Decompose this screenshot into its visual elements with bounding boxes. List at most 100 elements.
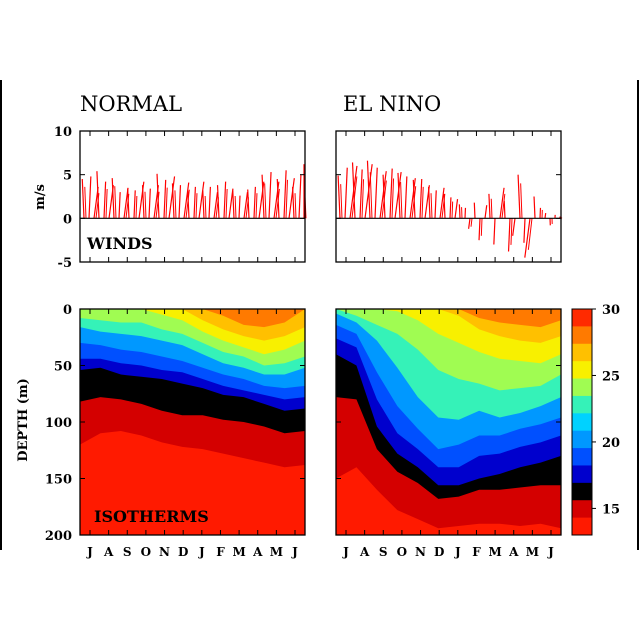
colorbar-segment — [572, 361, 592, 380]
wind-stick — [187, 190, 190, 219]
wind-stick — [400, 181, 403, 219]
wind-stick — [512, 218, 516, 236]
month-label: M — [526, 545, 539, 559]
wind-stick — [238, 195, 241, 219]
wind-stick — [283, 170, 287, 219]
wind-stick — [213, 192, 219, 219]
wind-stick — [484, 205, 488, 219]
wind-stick — [434, 190, 437, 219]
wind-stick — [359, 169, 363, 219]
wind-stick — [501, 193, 506, 219]
month-label: J — [86, 545, 93, 559]
month-label: A — [103, 545, 114, 559]
wind-stick — [276, 179, 280, 219]
colorbar-segment — [572, 395, 592, 414]
wind-stick — [527, 218, 533, 250]
colorbar-tick-label: 25 — [602, 369, 620, 384]
wind-stick — [114, 186, 117, 219]
month-label: F — [472, 545, 481, 559]
month-label: D — [178, 545, 188, 559]
wind-stick — [430, 193, 433, 219]
wind-stick — [490, 198, 493, 219]
wind-stick — [288, 178, 295, 219]
y-tick-label: -5 — [58, 256, 72, 271]
wind-stick — [81, 179, 85, 219]
wind-stick — [255, 193, 258, 219]
colorbar-segment — [572, 309, 592, 327]
wind-stick — [337, 175, 341, 219]
depth-tick-label: 50 — [54, 360, 72, 375]
wind-stick — [351, 162, 356, 219]
wind-panel-normal: 10 5 0 -5 — [54, 125, 307, 271]
wind-stick — [443, 193, 446, 219]
wind-stick — [510, 218, 513, 245]
colorbar-segment — [572, 500, 592, 519]
wind-stick — [366, 160, 371, 219]
wind-stick — [298, 174, 302, 219]
wind-stick — [198, 181, 205, 219]
wind-stick — [404, 176, 408, 219]
wind-stick — [156, 173, 160, 219]
colorbar-tick-label: 30 — [602, 303, 620, 318]
panel-title-normal: NORMAL — [80, 92, 182, 116]
wind-stick — [493, 218, 496, 245]
wind-stick — [178, 185, 182, 219]
wind-stick — [544, 213, 547, 219]
wind-stick — [468, 218, 471, 229]
wind-stick — [253, 186, 256, 219]
depth-y-axis-label: DEPTH (m) — [16, 378, 31, 462]
month-label: J — [342, 545, 349, 559]
colorbar-segment — [572, 517, 592, 536]
wind-stick — [294, 193, 297, 219]
wind-stick — [228, 188, 234, 219]
wind-stick — [391, 178, 395, 219]
wind-stick — [428, 186, 431, 219]
colorbar-segment — [572, 413, 592, 432]
wind-panel-frame — [79, 130, 306, 263]
wind-stick — [202, 190, 205, 219]
month-label: M — [270, 545, 283, 559]
wind-stick — [141, 185, 145, 219]
month-label: J — [291, 545, 298, 559]
depth-tick-label: 100 — [45, 416, 72, 431]
colorbar-frame — [571, 308, 593, 536]
wind-stick — [379, 171, 387, 219]
wind-stick — [118, 192, 121, 219]
wind-stick — [503, 200, 506, 219]
month-label: O — [397, 545, 407, 559]
wind-stick — [507, 218, 511, 252]
wind-stick — [261, 174, 265, 219]
winds-y-axis-label: m/s — [33, 184, 48, 210]
wind-stick — [488, 193, 491, 219]
wind-stick — [216, 185, 220, 219]
wind-stick — [111, 178, 115, 219]
month-label: J — [547, 545, 554, 559]
wind-stick — [148, 188, 151, 219]
wind-stick — [275, 188, 280, 219]
wind-stick — [412, 179, 416, 219]
wind-panel-frame — [335, 130, 562, 263]
wind-stick — [454, 199, 459, 219]
wind-stick — [421, 186, 424, 219]
wind-stick — [96, 171, 100, 219]
wind-stick — [389, 168, 393, 219]
panel-title-el-nino: EL NINO — [343, 92, 441, 116]
depth-tick-label: 150 — [45, 473, 72, 488]
colorbar-segment — [572, 465, 592, 484]
colorbar-tick-label: 20 — [602, 436, 620, 451]
wind-stick — [165, 187, 168, 219]
colorbar-segment — [572, 448, 592, 466]
wind-stick — [374, 167, 378, 219]
wind-stick — [361, 179, 365, 219]
wind-stick — [397, 172, 401, 219]
isotherm-panel-normal: 0 50 100 150 200 — [45, 303, 306, 544]
wind-stick — [135, 195, 138, 219]
wind-stick — [480, 218, 483, 236]
wind-stick — [127, 188, 130, 219]
month-label: A — [508, 545, 519, 559]
isotherms-inset-label: ISOTHERMS — [94, 507, 209, 526]
colorbar-segment — [572, 326, 592, 345]
wind-stick — [144, 191, 147, 219]
month-label: A — [359, 545, 370, 559]
